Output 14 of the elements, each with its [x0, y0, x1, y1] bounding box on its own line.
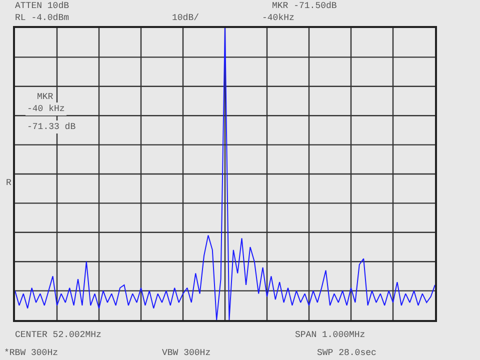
- text: CENTER 52.002MHz: [15, 330, 102, 340]
- text: SWP 28.0sec: [317, 348, 376, 358]
- annotation: -40 kHz: [27, 104, 65, 114]
- text: 10dB/: [172, 13, 200, 23]
- annotation: -71.33 dB: [27, 122, 76, 132]
- text: RL -4.0dBm: [15, 13, 70, 23]
- text: -40kHz: [262, 13, 294, 23]
- annotation: MKR: [37, 92, 54, 102]
- text: R: [6, 178, 12, 188]
- text: VBW 300Hz: [162, 348, 211, 358]
- text: SPAN 1.000MHz: [295, 330, 366, 340]
- text: ATTEN 10dB: [15, 1, 70, 11]
- text: MKR -71.50dB: [272, 1, 338, 11]
- text: *RBW 300Hz: [4, 348, 58, 358]
